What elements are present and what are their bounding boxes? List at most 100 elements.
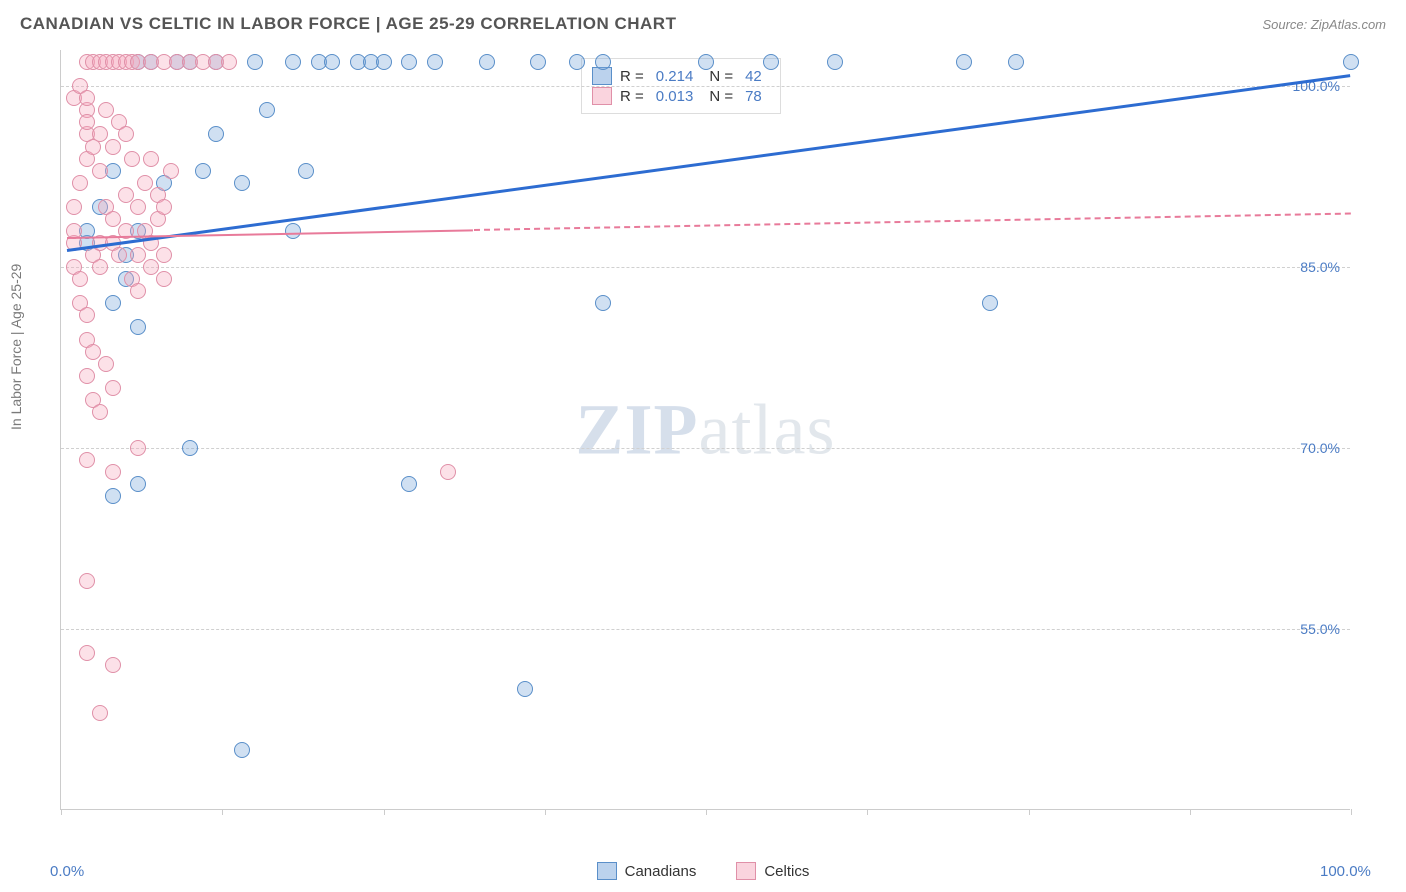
data-point	[156, 271, 172, 287]
data-point	[72, 175, 88, 191]
data-point	[105, 464, 121, 480]
data-point	[137, 175, 153, 191]
data-point	[79, 573, 95, 589]
data-point	[298, 163, 314, 179]
source-label: Source: ZipAtlas.com	[1262, 17, 1386, 32]
x-tick	[1029, 809, 1030, 815]
data-point	[105, 295, 121, 311]
legend-series: Canadians Celtics	[0, 862, 1406, 880]
y-tick-label: 70.0%	[1300, 440, 1340, 456]
data-point	[569, 54, 585, 70]
x-axis-max-label: 100.0%	[1320, 863, 1371, 880]
y-tick-label: 85.0%	[1300, 259, 1340, 275]
legend-item: Canadians	[597, 862, 697, 880]
grid-line	[61, 267, 1350, 268]
x-tick	[545, 809, 546, 815]
watermark-zip: ZIP	[576, 389, 699, 469]
x-tick	[61, 809, 62, 815]
legend-label: Celtics	[764, 863, 809, 880]
legend-swatch	[592, 87, 612, 105]
legend-n-label: N =	[709, 68, 733, 85]
legend-label: Canadians	[625, 863, 697, 880]
data-point	[143, 259, 159, 275]
y-axis-label: In Labor Force | Age 25-29	[8, 264, 24, 430]
data-point	[105, 488, 121, 504]
data-point	[85, 344, 101, 360]
data-point	[105, 211, 121, 227]
legend-r-label: R =	[620, 68, 644, 85]
data-point	[376, 54, 392, 70]
legend-swatch	[736, 862, 756, 880]
data-point	[324, 54, 340, 70]
grid-line	[61, 448, 1350, 449]
data-point	[143, 151, 159, 167]
x-tick	[1351, 809, 1352, 815]
data-point	[79, 90, 95, 106]
legend-n-value: 42	[745, 68, 762, 85]
data-point	[956, 54, 972, 70]
data-point	[130, 247, 146, 263]
data-point	[98, 102, 114, 118]
data-point	[259, 102, 275, 118]
data-point	[247, 54, 263, 70]
plot-area: ZIPatlas R =0.214N =42R =0.013N =78 100.…	[60, 50, 1350, 810]
data-point	[105, 139, 121, 155]
data-point	[130, 440, 146, 456]
data-point	[163, 163, 179, 179]
data-point	[130, 319, 146, 335]
data-point	[130, 199, 146, 215]
data-point	[195, 163, 211, 179]
data-point	[79, 114, 95, 130]
data-point	[92, 259, 108, 275]
x-tick	[1190, 809, 1191, 815]
data-point	[124, 151, 140, 167]
data-point	[221, 54, 237, 70]
data-point	[440, 464, 456, 480]
data-point	[79, 452, 95, 468]
data-point	[763, 54, 779, 70]
data-point	[595, 295, 611, 311]
data-point	[208, 126, 224, 142]
title-bar: CANADIAN VS CELTIC IN LABOR FORCE | AGE …	[20, 14, 1386, 34]
watermark: ZIPatlas	[576, 388, 836, 471]
data-point	[479, 54, 495, 70]
data-point	[92, 126, 108, 142]
trend-line	[474, 213, 1351, 231]
data-point	[66, 199, 82, 215]
x-tick	[867, 809, 868, 815]
legend-row: R =0.013N =78	[592, 87, 770, 105]
x-tick	[384, 809, 385, 815]
data-point	[1343, 54, 1359, 70]
legend-item: Celtics	[736, 862, 809, 880]
legend-n-label: N =	[709, 88, 733, 105]
data-point	[401, 54, 417, 70]
data-point	[827, 54, 843, 70]
grid-line	[61, 86, 1350, 87]
data-point	[92, 705, 108, 721]
data-point	[79, 645, 95, 661]
watermark-atlas: atlas	[699, 389, 836, 469]
data-point	[98, 356, 114, 372]
data-point	[982, 295, 998, 311]
data-point	[79, 307, 95, 323]
legend-r-value: 0.214	[656, 68, 694, 85]
x-tick	[706, 809, 707, 815]
data-point	[182, 440, 198, 456]
data-point	[427, 54, 443, 70]
data-point	[234, 175, 250, 191]
legend-swatch	[597, 862, 617, 880]
grid-line	[61, 629, 1350, 630]
data-point	[111, 247, 127, 263]
data-point	[234, 742, 250, 758]
data-point	[92, 404, 108, 420]
data-point	[72, 271, 88, 287]
chart-title: CANADIAN VS CELTIC IN LABOR FORCE | AGE …	[20, 14, 676, 34]
data-point	[517, 681, 533, 697]
data-point	[92, 163, 108, 179]
data-point	[530, 54, 546, 70]
legend-row: R = 0.214 N = 42	[592, 67, 770, 85]
data-point	[285, 54, 301, 70]
data-point	[130, 283, 146, 299]
data-point	[118, 187, 134, 203]
data-point	[79, 368, 95, 384]
